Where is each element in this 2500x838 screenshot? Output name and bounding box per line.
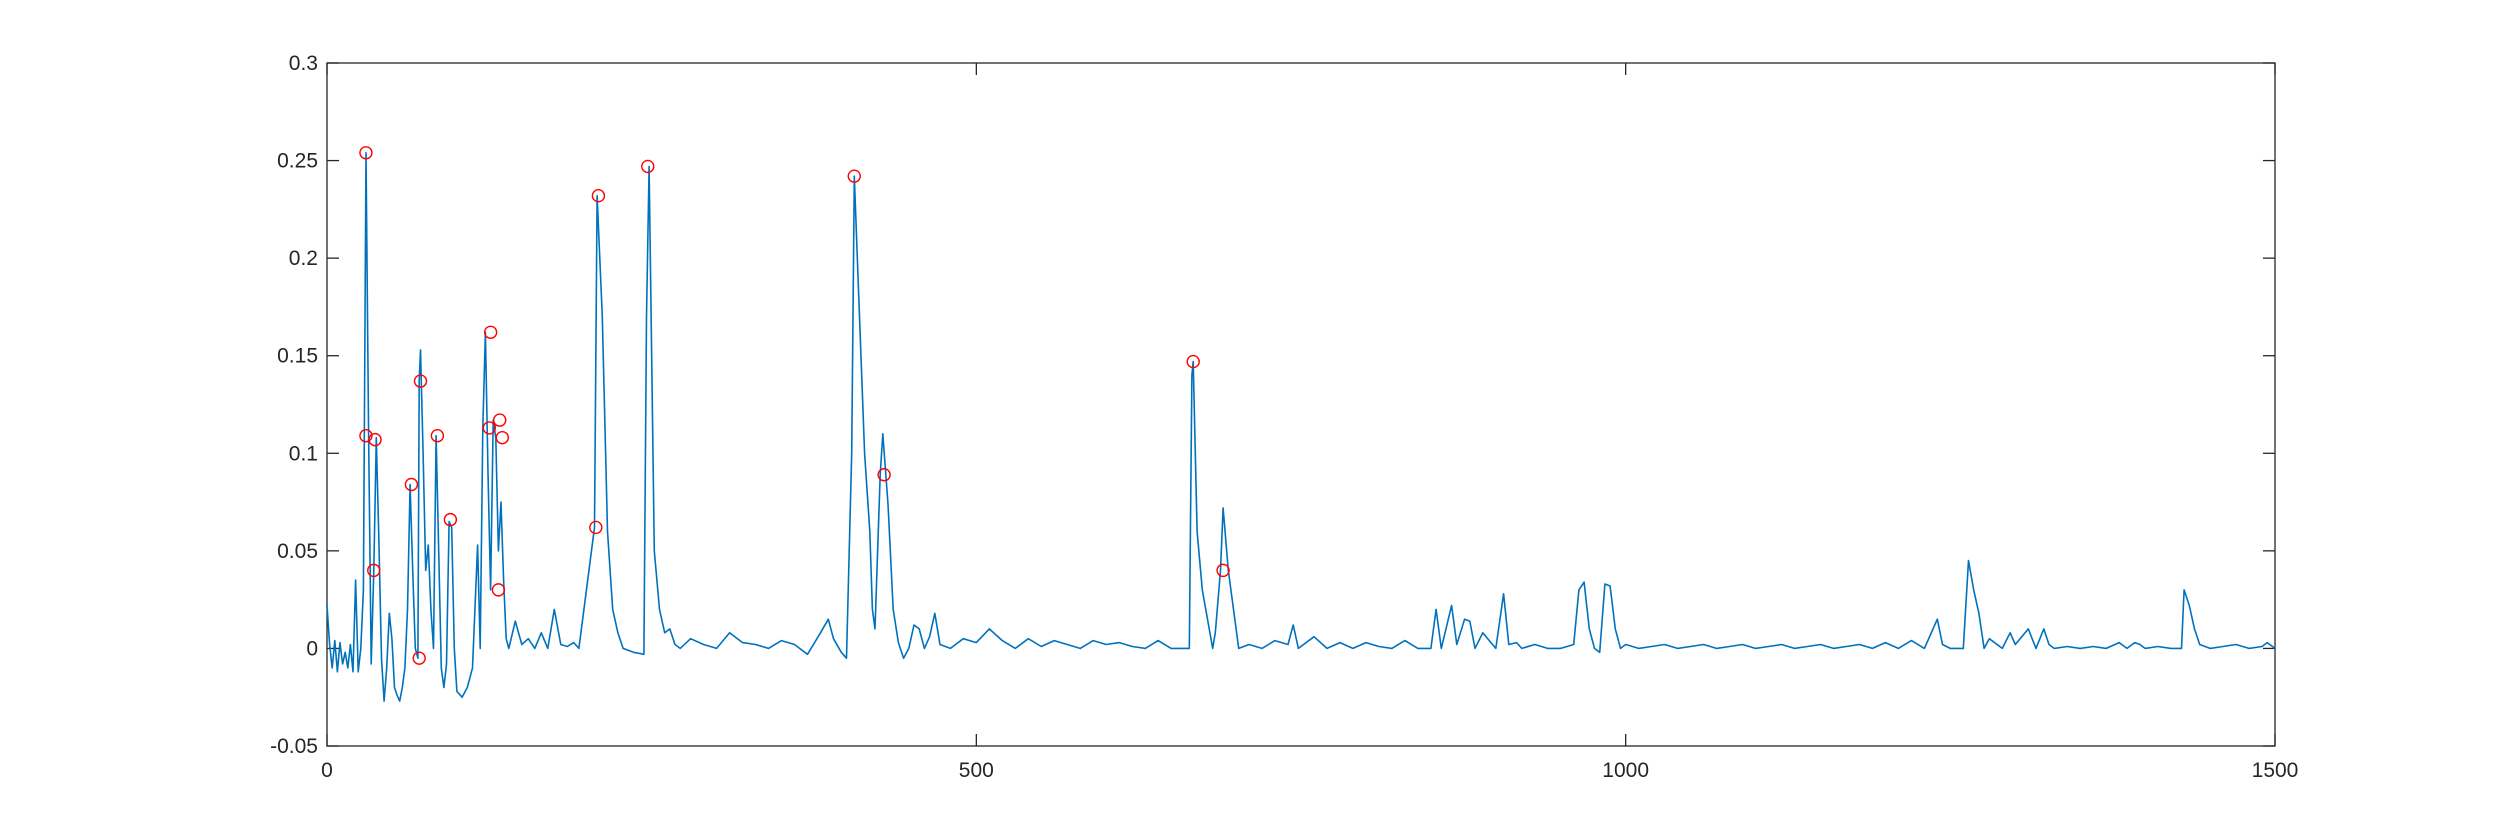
y-tick-label: 0.15 <box>277 345 318 368</box>
peak-marker <box>1186 354 1200 369</box>
peak-marker <box>359 146 373 160</box>
peak-marker <box>847 169 861 183</box>
peak-marker <box>495 430 510 445</box>
peak-marker <box>367 563 381 578</box>
peak-marker <box>430 429 445 443</box>
series-layer <box>326 152 2276 702</box>
peak-marker <box>493 413 507 427</box>
y-tick-label: 0.2 <box>289 247 318 270</box>
peak-marker <box>589 520 603 535</box>
y-tick-label: 0.25 <box>277 150 318 173</box>
peak-marker <box>641 159 655 174</box>
peak-marker <box>413 374 428 388</box>
peaks-layer <box>359 146 1230 665</box>
y-tick-label: 0.1 <box>289 442 318 465</box>
peak-marker <box>404 477 419 492</box>
x-tick-label: 500 <box>959 759 994 782</box>
peak-marker <box>1216 563 1230 578</box>
peak-marker <box>412 651 426 665</box>
peak-marker <box>877 468 891 482</box>
x-tick-label: 1500 <box>2252 759 2299 782</box>
y-tick-label: 0 <box>306 637 318 660</box>
peak-marker <box>483 325 498 339</box>
x-tick-label: 1000 <box>1602 759 1649 782</box>
peak-marker <box>491 583 506 597</box>
y-tick-label: -0.05 <box>270 735 318 758</box>
peak-marker <box>482 421 497 435</box>
x-tick-label: 0 <box>321 759 333 782</box>
peak-marker <box>368 432 382 447</box>
peak-marker <box>359 429 373 443</box>
peak-marker <box>591 188 606 203</box>
y-tick-label: 0.3 <box>289 52 318 75</box>
peak-marker <box>443 512 458 527</box>
series-line <box>326 152 2276 702</box>
y-tick-label: 0.05 <box>277 540 318 563</box>
